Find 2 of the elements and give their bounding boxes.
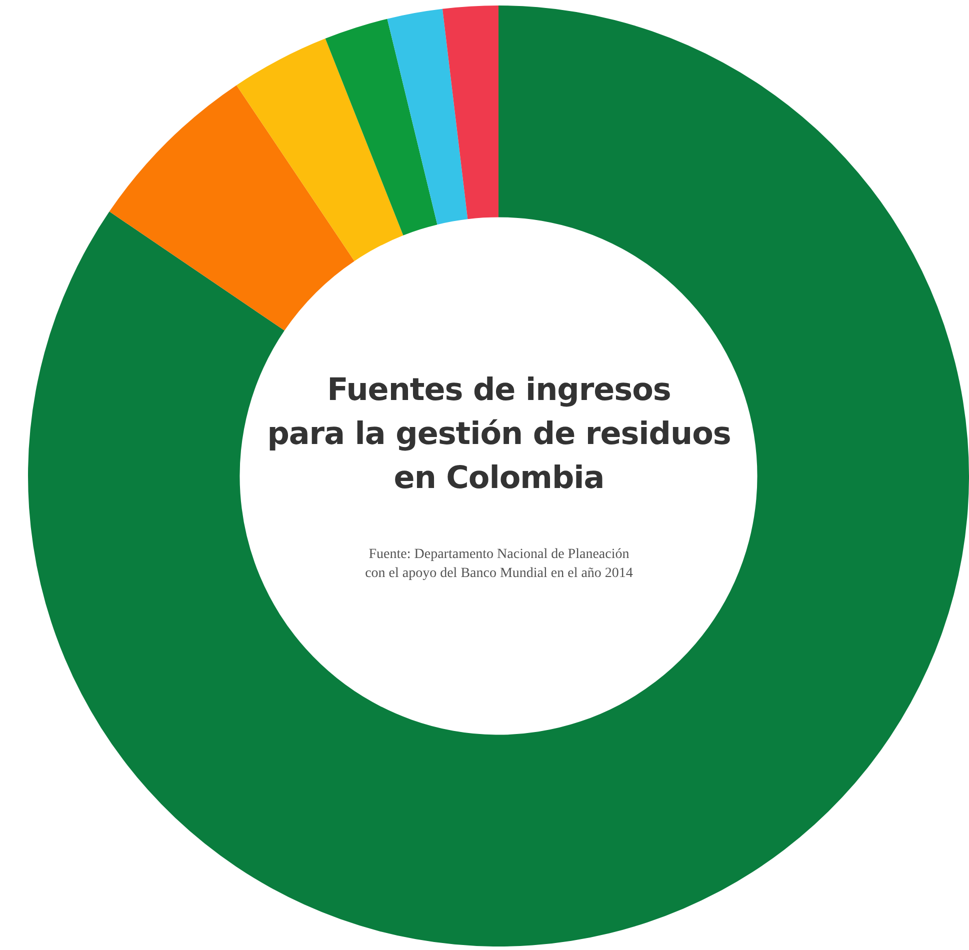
source-note: Fuente: Departamento Nacional de Planeación con el apoyo del Banco Mundial en el año 2014 bbox=[364, 546, 634, 583]
text: Fuentes de ingresos para la gestión de residuos en Colombia bbox=[266, 371, 732, 498]
